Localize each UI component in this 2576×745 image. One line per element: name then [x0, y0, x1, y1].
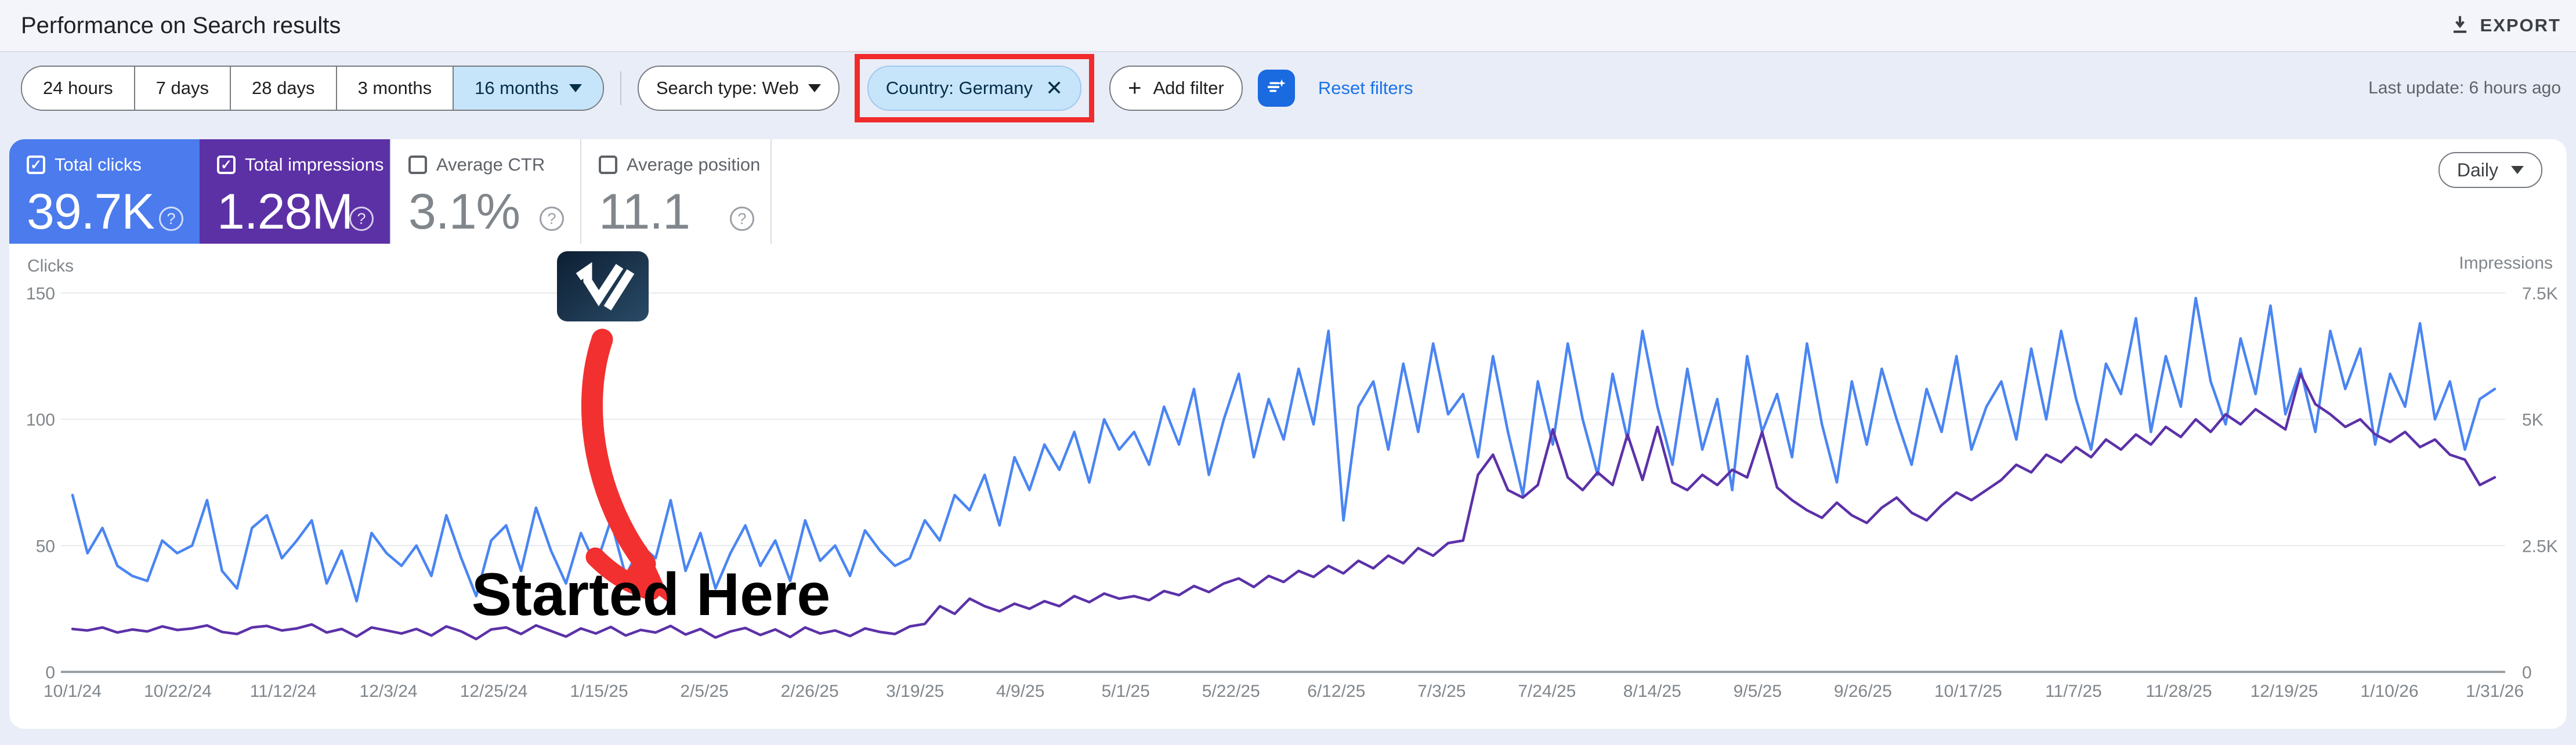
metric-tile-total-clicks[interactable]: ✓ Total clicks 39.7K ? — [9, 139, 200, 244]
metric-label: Total impressions — [245, 154, 384, 175]
page-title: Performance on Search results — [21, 12, 341, 38]
date-range-7-days[interactable]: 7 days — [133, 67, 230, 110]
filter-bar: 24 hours 7 days 28 days 3 months 16 mont… — [0, 51, 2576, 125]
close-icon[interactable]: ✕ — [1045, 76, 1063, 100]
date-range-24-hours[interactable]: 24 hours — [22, 67, 134, 110]
metric-value: 1.28M — [217, 184, 353, 240]
report-card: ✓ Total clicks 39.7K ? ✓ Total impressio… — [9, 139, 2567, 729]
metric-label: Average CTR — [436, 154, 545, 175]
checkbox-unchecked-icon[interactable] — [408, 155, 427, 174]
help-icon[interactable]: ? — [349, 207, 374, 231]
granularity-dropdown[interactable]: Daily — [2438, 152, 2542, 188]
metric-tile-average-ctr[interactable]: Average CTR 3.1% ? — [390, 139, 580, 244]
tile-divider — [770, 139, 772, 244]
metric-value: 39.7K — [27, 184, 155, 240]
search-type-chip[interactable]: Search type: Web — [637, 66, 840, 111]
export-button[interactable]: EXPORT — [2449, 0, 2561, 51]
filter-sparkle-icon — [1265, 75, 1288, 102]
metric-label: Total clicks — [55, 154, 142, 175]
last-update-text: Last update: 6 hours ago — [2368, 78, 2561, 97]
date-range-28-days[interactable]: 28 days — [229, 67, 336, 110]
page-header: Performance on Search results EXPORT — [0, 0, 2576, 52]
date-range-16-months[interactable]: 16 months — [453, 67, 603, 110]
add-filter-label: Add filter — [1153, 78, 1224, 98]
chevron-down-icon — [569, 84, 582, 92]
chevron-down-icon — [808, 84, 821, 92]
chevron-down-icon — [2511, 166, 2524, 174]
country-filter-label: Country: Germany — [885, 78, 1033, 98]
country-filter-chip[interactable]: Country: Germany ✕ — [867, 66, 1082, 111]
metric-value: 11.1 — [599, 184, 690, 240]
metric-tile-total-impressions[interactable]: ✓ Total impressions 1.28M ? — [200, 139, 390, 244]
export-label: EXPORT — [2480, 15, 2561, 35]
date-range-control: 24 hours 7 days 28 days 3 months 16 mont… — [21, 66, 604, 111]
filter-divider — [620, 71, 621, 105]
plus-icon: + — [1128, 75, 1142, 101]
granularity-label: Daily — [2456, 159, 2498, 180]
help-icon[interactable]: ? — [159, 207, 183, 231]
help-icon[interactable]: ? — [730, 207, 754, 231]
checkbox-checked-icon[interactable]: ✓ — [27, 155, 45, 174]
filter-sparkle-button[interactable] — [1257, 70, 1295, 107]
highlight-box: Country: Germany ✕ — [854, 54, 1095, 122]
download-icon — [2449, 13, 2471, 38]
date-range-3-months[interactable]: 3 months — [335, 67, 453, 110]
metric-label: Average position — [627, 154, 761, 175]
checkbox-checked-icon[interactable]: ✓ — [217, 155, 236, 174]
search-type-label: Search type: Web — [656, 78, 799, 98]
metric-tiles: ✓ Total clicks 39.7K ? ✓ Total impressio… — [9, 139, 772, 244]
help-icon[interactable]: ? — [540, 207, 564, 231]
checkbox-unchecked-icon[interactable] — [599, 155, 617, 174]
metric-tile-average-position[interactable]: Average position 11.1 ? — [580, 139, 770, 244]
metric-value: 3.1% — [408, 184, 520, 240]
reset-filters-link[interactable]: Reset filters — [1318, 78, 1413, 98]
date-range-16-months-label: 16 months — [475, 78, 559, 98]
add-filter-chip[interactable]: + Add filter — [1109, 66, 1243, 111]
